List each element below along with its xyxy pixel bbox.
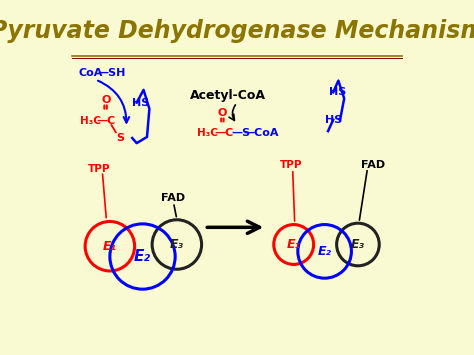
FancyArrowPatch shape <box>229 105 236 120</box>
Text: —CoA: —CoA <box>243 128 279 138</box>
Text: —SH: —SH <box>97 68 126 78</box>
Text: E₁: E₁ <box>103 240 117 253</box>
FancyArrowPatch shape <box>98 81 129 122</box>
Text: E₂: E₂ <box>318 245 332 258</box>
Text: O: O <box>101 95 110 105</box>
Text: O: O <box>218 108 227 118</box>
Text: HS: HS <box>132 98 149 108</box>
Text: E₁: E₁ <box>287 238 301 251</box>
Text: TPP: TPP <box>280 160 302 170</box>
Text: HS: HS <box>329 87 346 97</box>
Text: FAD: FAD <box>161 193 185 203</box>
Text: H₃C: H₃C <box>198 128 219 138</box>
Text: HS: HS <box>325 115 342 125</box>
Text: TPP: TPP <box>88 164 110 174</box>
Text: —C: —C <box>214 128 233 138</box>
Text: H₃C: H₃C <box>80 116 101 126</box>
Text: —C: —C <box>97 116 116 126</box>
Text: S: S <box>116 133 124 143</box>
Text: CoA: CoA <box>78 68 103 78</box>
FancyArrowPatch shape <box>207 221 260 234</box>
Text: Pyruvate Dehydrogenase Mechanism: Pyruvate Dehydrogenase Mechanism <box>0 20 474 43</box>
Text: FAD: FAD <box>361 160 385 170</box>
Text: E₃: E₃ <box>170 238 184 251</box>
Text: E₂: E₂ <box>134 249 151 264</box>
Text: E₃: E₃ <box>351 238 365 251</box>
Text: Acetyl-CoA: Acetyl-CoA <box>191 88 266 102</box>
Text: —S: —S <box>232 128 251 138</box>
